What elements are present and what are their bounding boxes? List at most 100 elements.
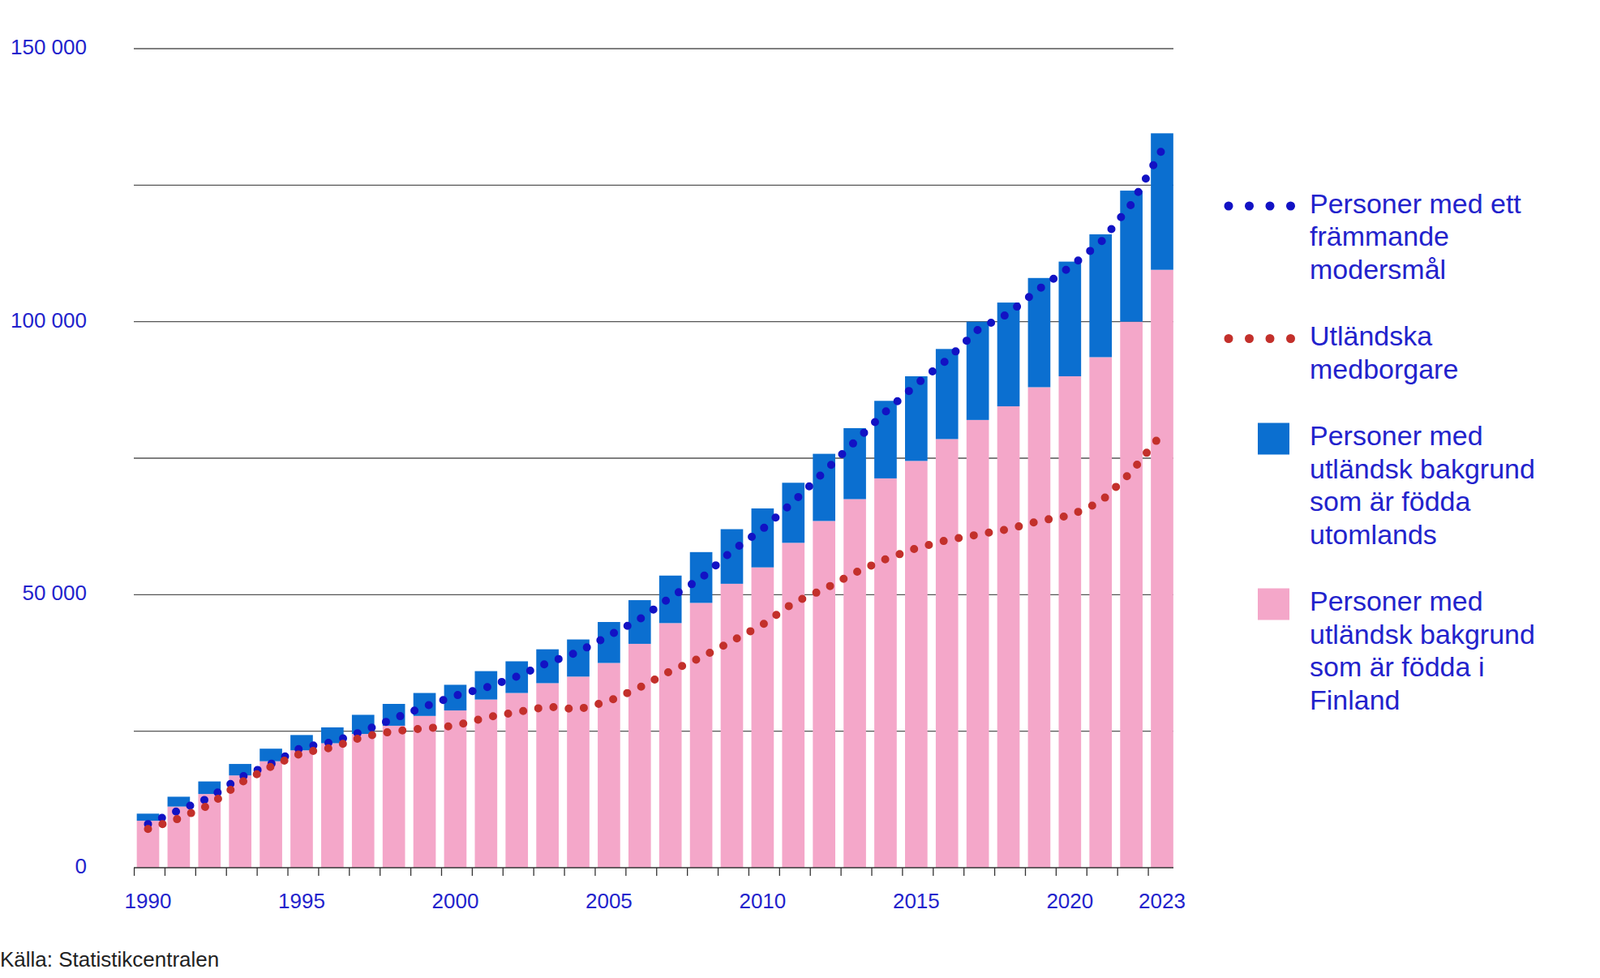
line — [148, 433, 1163, 829]
x-tick — [226, 867, 228, 876]
x-tick — [901, 867, 903, 876]
x-tick — [994, 867, 996, 876]
legend: Personer med ett främmande modersmål Utlä… — [1228, 188, 1543, 716]
x-tick — [748, 867, 750, 876]
bar — [781, 542, 805, 868]
bar — [720, 583, 744, 868]
bar — [1119, 190, 1143, 322]
x-tick — [164, 867, 166, 876]
legend-label: Personer med utländsk bakgrund som är fö… — [1309, 585, 1543, 716]
x-tick-label: 2020 — [1046, 888, 1094, 914]
bar — [997, 302, 1021, 407]
x-tick — [870, 867, 872, 876]
x-tick-label: 1995 — [278, 888, 326, 914]
y-tick-label: 0 — [75, 853, 87, 879]
bar — [843, 428, 867, 500]
x-tick — [1117, 867, 1119, 876]
legend-swatch — [1257, 423, 1290, 455]
bar — [259, 761, 283, 868]
bar — [812, 520, 836, 868]
y-tick-label: 150 000 — [10, 34, 87, 60]
x-tick — [1086, 867, 1088, 876]
bar — [966, 321, 990, 421]
x-tick — [1147, 867, 1149, 876]
bar — [597, 663, 621, 869]
bar — [751, 567, 775, 868]
x-tick — [625, 867, 627, 876]
bar — [659, 622, 683, 868]
line — [148, 150, 1163, 825]
x-tick-label: 2015 — [892, 888, 940, 914]
marks — [137, 132, 1174, 868]
legend-swatch — [1228, 201, 1292, 211]
bar — [966, 420, 990, 868]
bar — [935, 438, 959, 868]
x-tick — [563, 867, 565, 876]
legend-label: Utländska medborgare — [1309, 320, 1459, 385]
bar — [997, 406, 1021, 868]
x-tick — [1055, 867, 1057, 876]
x-tick — [656, 867, 657, 876]
x-tick — [256, 867, 258, 876]
source: Källa: Statistikcentralen — [0, 947, 219, 972]
bar — [905, 460, 928, 868]
x-tick — [441, 867, 442, 876]
bar — [382, 725, 406, 868]
legend-label: Personer med ett främmande modersmål — [1309, 188, 1529, 285]
bar — [628, 643, 652, 868]
x-tick — [686, 867, 688, 876]
bar — [475, 699, 498, 868]
x-tick-label: 1990 — [124, 888, 172, 914]
x-tick — [779, 867, 781, 876]
x-tick — [410, 867, 412, 876]
x-axis — [133, 866, 1174, 869]
bar — [1150, 270, 1174, 868]
x-tick — [471, 867, 473, 876]
x-tick — [594, 867, 596, 876]
x-tick — [317, 867, 319, 876]
minor-grid-line — [133, 184, 1174, 186]
bar — [505, 693, 528, 868]
bar — [259, 748, 283, 761]
x-tick — [133, 867, 135, 876]
bar — [1058, 376, 1081, 868]
x-tick-label: 2005 — [585, 888, 633, 914]
x-tick — [502, 867, 504, 876]
x-tick — [1025, 867, 1026, 876]
x-tick — [533, 867, 535, 876]
bar — [843, 499, 867, 869]
grid-line — [133, 47, 1174, 49]
bar — [1058, 261, 1081, 377]
bar — [137, 813, 160, 821]
bar — [690, 602, 713, 868]
x-tick-label: 2010 — [738, 888, 786, 914]
bar — [290, 750, 314, 868]
bar — [321, 742, 344, 868]
legend-swatch — [1257, 588, 1290, 621]
bar — [1089, 356, 1112, 868]
bar — [874, 478, 897, 868]
bar — [444, 710, 468, 868]
x-tick — [287, 867, 288, 876]
x-tick — [840, 867, 841, 876]
bar — [1119, 321, 1143, 868]
bar — [228, 763, 252, 776]
x-tick-label: 2023 — [1138, 888, 1186, 914]
bar — [351, 733, 375, 868]
bar — [1028, 386, 1051, 868]
x-tick — [717, 867, 719, 876]
x-tick — [379, 867, 381, 876]
legend-swatch — [1228, 334, 1292, 344]
x-tick — [932, 867, 934, 876]
y-tick-label: 50 000 — [21, 580, 87, 605]
x-tick-label: 2000 — [432, 888, 480, 914]
x-tick — [810, 867, 811, 876]
x-tick — [348, 867, 350, 876]
chart: 0 50 000 100 000 150 000 1990 1995 2000 2005 201… — [0, 0, 1600, 978]
y-tick-label: 100 000 — [10, 308, 87, 333]
bar — [413, 716, 437, 868]
bar — [781, 482, 805, 543]
legend-label: Personer med utländsk bakgrund som är fö… — [1309, 420, 1543, 550]
x-tick — [195, 867, 197, 876]
x-tick — [963, 867, 965, 876]
